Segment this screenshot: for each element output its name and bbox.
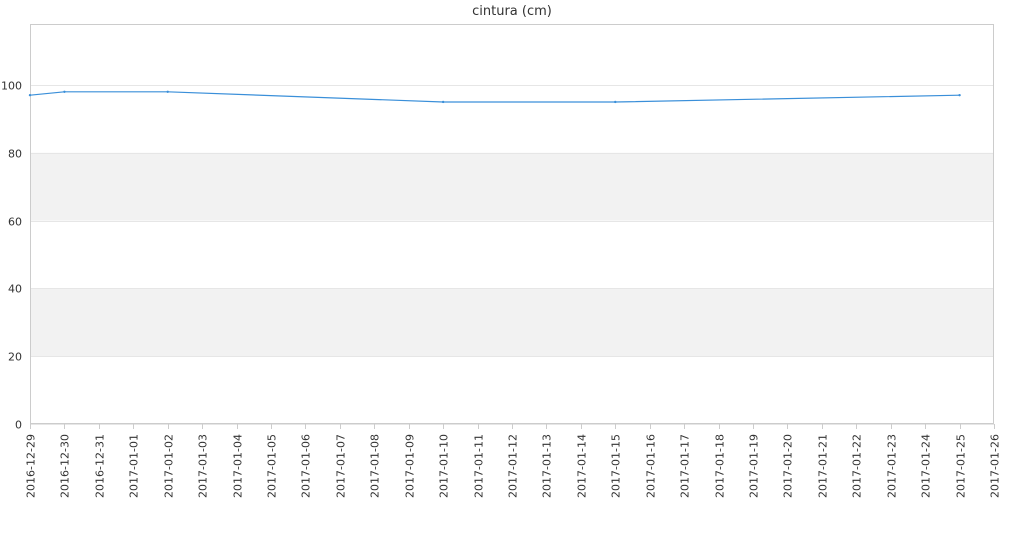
chart-title: cintura (cm) [472, 4, 552, 19]
x-tick-label: 2016-12-29 [25, 434, 38, 498]
x-tick-label: 2017-01-05 [266, 434, 279, 498]
x-tick-label: 2017-01-11 [473, 434, 486, 498]
x-tick-label: 2017-01-18 [714, 434, 727, 498]
grid-band [30, 152, 994, 221]
x-tick-label: 2017-01-14 [576, 434, 589, 498]
x-tick-label: 2017-01-17 [679, 434, 692, 498]
x-tick-label: 2017-01-12 [507, 434, 520, 498]
y-tick-label: 20 [8, 351, 22, 364]
plot-frame [30, 24, 994, 424]
x-tick-label: 2017-01-09 [404, 434, 417, 498]
x-tick-label: 2017-01-06 [300, 434, 313, 498]
series-line [29, 91, 960, 103]
data-point [63, 90, 66, 93]
x-tick-label: 2017-01-02 [163, 434, 176, 498]
x-tick-label: 2017-01-15 [610, 434, 623, 498]
x-tick-label: 2017-01-25 [955, 434, 968, 498]
data-point [166, 90, 169, 93]
x-tick-label: 2017-01-10 [438, 434, 451, 498]
x-tick-label: 2017-01-26 [989, 434, 1002, 498]
x-tick-label: 2017-01-23 [886, 434, 899, 498]
x-tick-label: 2017-01-22 [851, 434, 864, 498]
x-tick-label: 2017-01-07 [335, 434, 348, 498]
x-tick-label: 2017-01-24 [920, 434, 933, 498]
data-point [614, 100, 617, 104]
x-tick-label: 2017-01-16 [645, 434, 658, 498]
x-tick-label: 2017-01-21 [817, 434, 830, 498]
x-tick-label: 2016-12-30 [59, 434, 72, 498]
x-tick-label: 2017-01-13 [541, 434, 554, 498]
data-point [28, 93, 32, 97]
y-tick-label: 0 [15, 419, 22, 432]
data-point [958, 93, 961, 97]
data-point [441, 100, 445, 104]
grid-band [30, 288, 994, 357]
x-tick-label: 2017-01-08 [369, 434, 382, 498]
y-tick-label: 40 [8, 283, 22, 296]
y-tick-label: 100 [1, 80, 22, 93]
y-tick-label: 80 [8, 148, 22, 161]
plot-background [30, 24, 994, 424]
y-tick-label: 60 [8, 216, 22, 229]
x-tick-label: 2017-01-19 [748, 434, 761, 498]
x-tick-label: 2017-01-03 [197, 434, 210, 498]
x-tick-label: 2017-01-20 [782, 434, 795, 498]
x-tick-label: 2016-12-31 [94, 434, 107, 498]
x-tick-label: 2017-01-01 [128, 434, 141, 498]
x-tick-label: 2017-01-04 [232, 434, 245, 498]
